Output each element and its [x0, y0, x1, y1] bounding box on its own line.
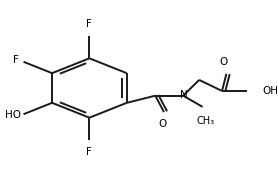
Text: CH₃: CH₃: [196, 116, 214, 126]
Text: F: F: [86, 19, 92, 29]
Text: F: F: [13, 55, 19, 65]
Text: O: O: [158, 119, 166, 129]
Text: F: F: [86, 147, 92, 157]
Text: N: N: [180, 90, 188, 100]
Text: HO: HO: [5, 110, 21, 120]
Text: OH: OH: [262, 86, 278, 96]
Text: O: O: [220, 57, 228, 67]
